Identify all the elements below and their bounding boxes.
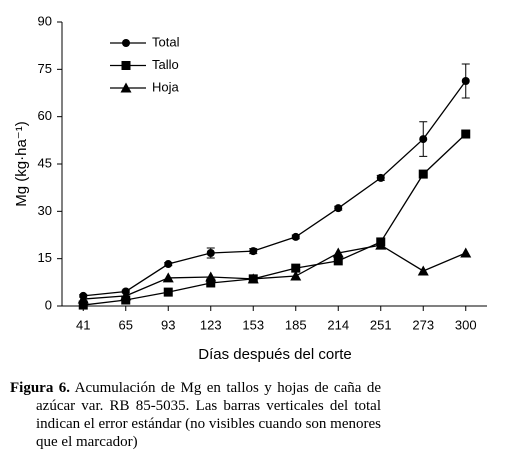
x-tick-label: 93 (161, 317, 175, 332)
x-tick-label: 251 (370, 317, 392, 332)
y-tick-label: 75 (38, 61, 52, 76)
marker (77, 293, 89, 304)
y-tick-label: 60 (38, 108, 52, 123)
marker (164, 260, 173, 269)
legend-label: Hoja (152, 79, 180, 94)
marker (290, 270, 302, 281)
x-tick-label: 123 (200, 317, 222, 332)
legend-label: Total (152, 34, 180, 49)
legend-label: Tallo (152, 57, 179, 72)
caption-text: Acumulación de Mg en tallos y hojas de c… (36, 380, 381, 450)
y-tick-label: 30 (38, 203, 52, 218)
x-tick-label: 65 (119, 317, 133, 332)
x-tick-label: 41 (76, 317, 90, 332)
marker (206, 248, 215, 257)
x-tick-label: 214 (327, 317, 349, 332)
marker (334, 204, 343, 213)
x-tick-label: 185 (285, 317, 307, 332)
y-tick-label: 90 (38, 13, 52, 28)
marker (120, 290, 132, 301)
y-tick-label: 15 (38, 250, 52, 265)
y-tick-label: 45 (38, 155, 52, 170)
marker (205, 271, 217, 282)
marker (332, 247, 344, 258)
marker (291, 232, 300, 241)
marker (375, 239, 387, 250)
marker (419, 135, 428, 144)
legend-marker (121, 61, 131, 70)
marker (376, 173, 385, 182)
marker (417, 265, 429, 276)
marker (291, 263, 301, 273)
marker (162, 272, 174, 283)
x-tick-label: 153 (242, 317, 264, 332)
series-line (83, 133, 467, 306)
caption-label: Figura 6. (10, 380, 71, 396)
marker (418, 169, 428, 179)
caption: Figura 6. Acumulación de Mg en tallos y … (10, 379, 381, 451)
series-line (83, 244, 467, 300)
marker (249, 247, 258, 256)
marker (163, 287, 173, 297)
marker (461, 77, 470, 86)
marker (461, 129, 471, 139)
marker (333, 256, 343, 266)
marker (206, 278, 216, 288)
x-tick-label: 300 (455, 317, 477, 332)
x-tick-label: 273 (412, 317, 434, 332)
marker (460, 247, 472, 258)
y-tick-label: 0 (45, 297, 52, 312)
legend-marker (122, 39, 130, 47)
marker (247, 273, 259, 284)
chart: Días después del corte Mg (kg·ha⁻¹) 0153… (13, 13, 487, 363)
marker (78, 300, 88, 310)
series-line (83, 80, 467, 297)
legend-marker (120, 82, 132, 93)
y-axis-title: Mg (kg·ha⁻¹) (13, 121, 30, 206)
x-axis-title: Días después del corte (198, 346, 351, 363)
